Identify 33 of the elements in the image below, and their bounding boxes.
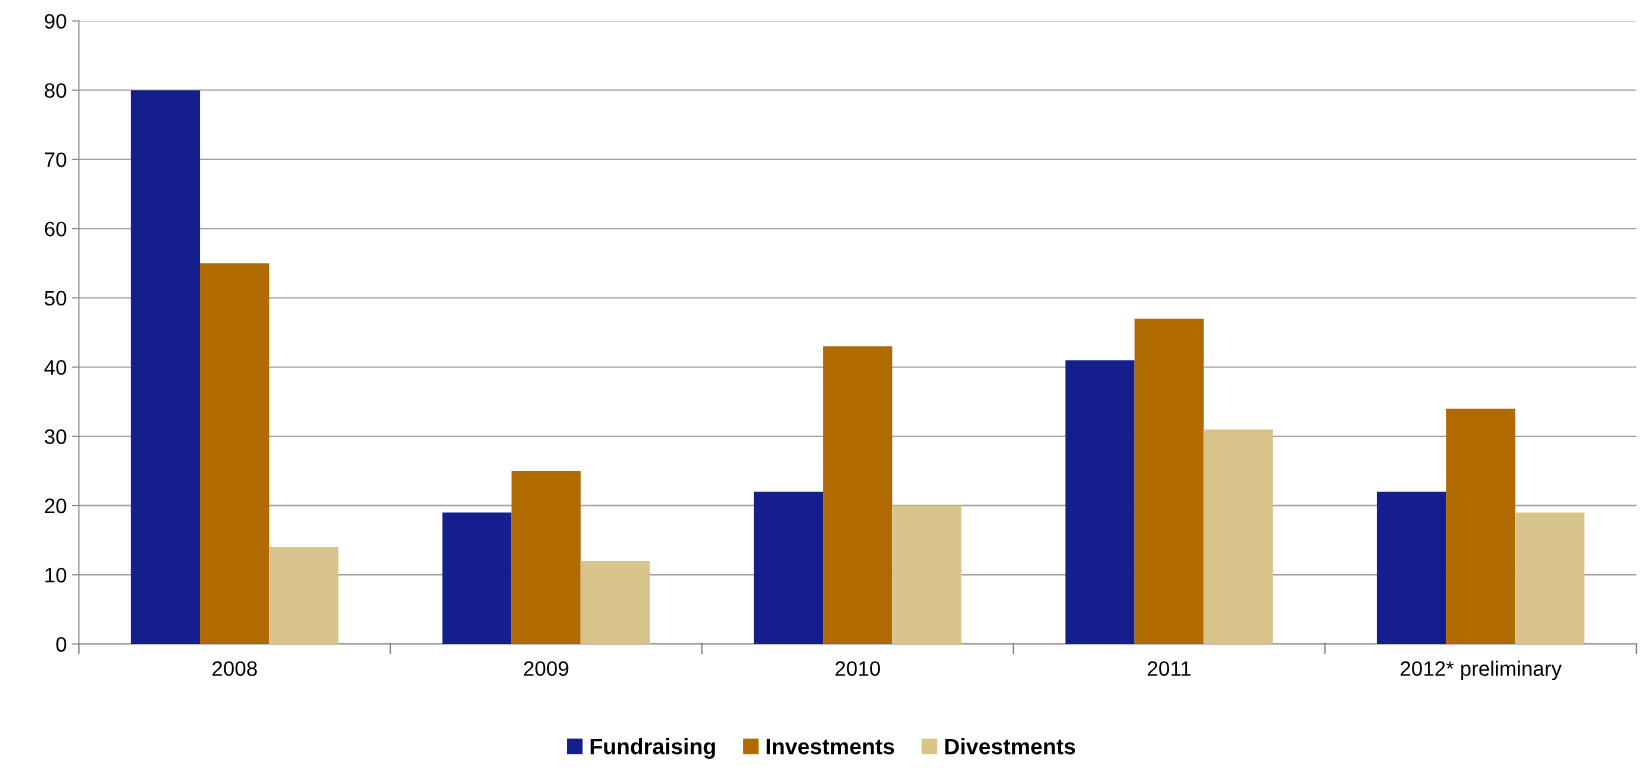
bar [1515, 512, 1585, 645]
y-tick-label: 50 [44, 290, 67, 306]
legend-label: Divestments [945, 738, 1076, 755]
bar [1065, 360, 1135, 645]
y-tick-label: 30 [44, 429, 67, 445]
bar [1134, 318, 1204, 645]
bar [269, 547, 339, 645]
bar [511, 470, 581, 645]
y-tick-label: 70 [44, 152, 67, 168]
x-tick-label: 2009 [524, 661, 569, 676]
bar [442, 512, 512, 645]
x-tick-label: 2012* preliminary [1400, 660, 1562, 681]
bar [823, 346, 893, 645]
x-tick-label: 2010 [835, 661, 881, 676]
bar [580, 560, 650, 645]
y-tick-label: 40 [44, 360, 67, 375]
y-tick-label: 0 [56, 637, 67, 652]
bar [130, 90, 201, 645]
y-tick-label: 80 [44, 83, 67, 98]
y-tick-label: 10 [45, 567, 67, 583]
x-tick-label: 2008 [212, 661, 257, 676]
y-tick-label: 20 [44, 498, 67, 514]
bar [753, 491, 824, 645]
x-tick-label: 2011 [1147, 661, 1191, 676]
bar [892, 505, 962, 645]
y-tick-label: 60 [44, 221, 67, 237]
legend-label: Fundraising [590, 738, 715, 759]
bar [1376, 491, 1447, 645]
legend-label: Investments [766, 738, 895, 755]
bar [1203, 429, 1273, 645]
bar [200, 263, 270, 645]
y-tick-label: 90 [44, 13, 67, 29]
bar [1446, 408, 1516, 645]
